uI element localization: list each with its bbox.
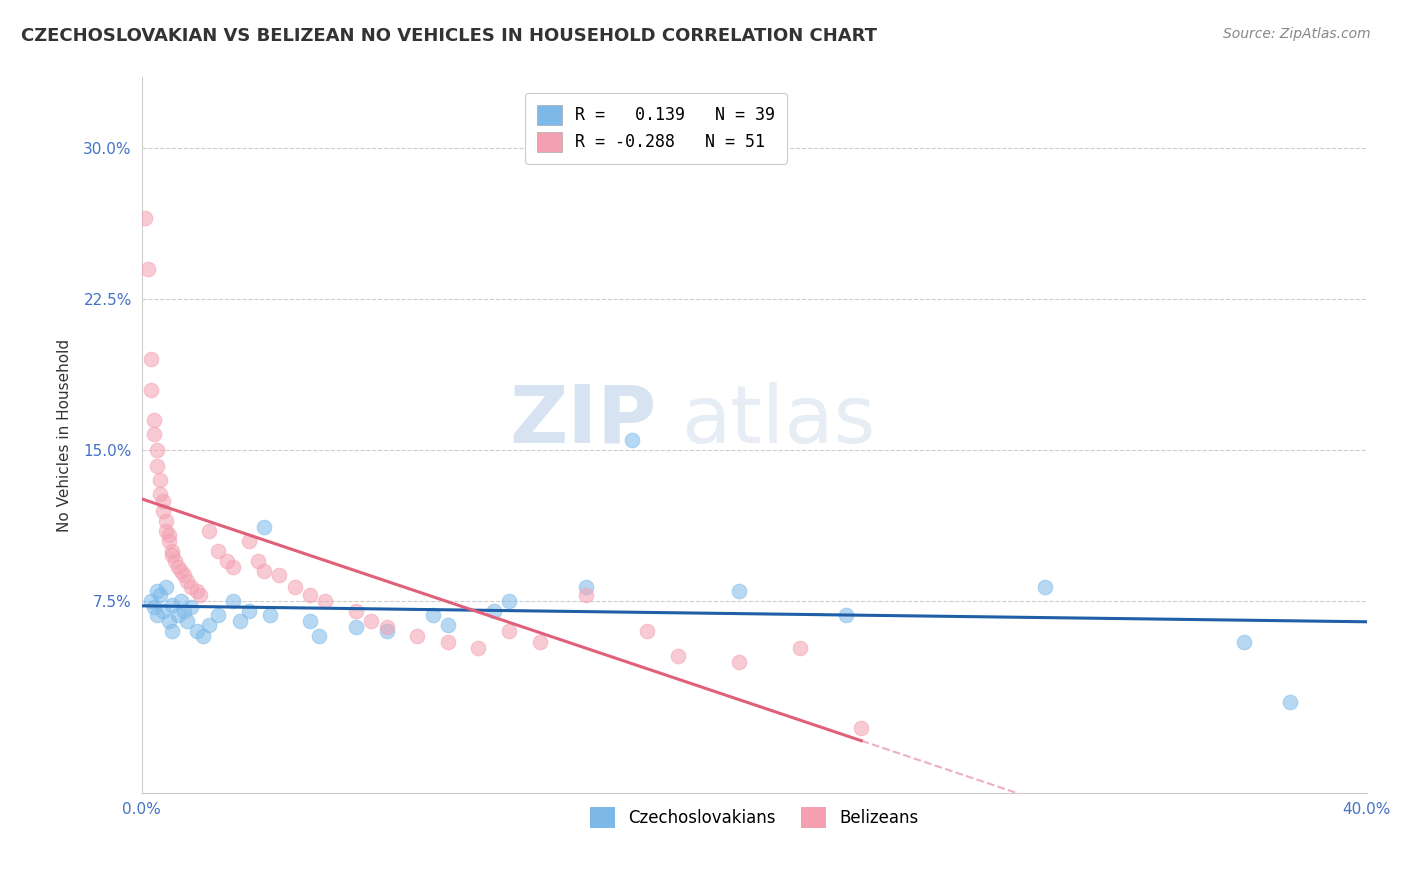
Point: [155, 580, 177, 594]
Point: [222, 594, 245, 608]
Text: Source: ZipAtlas.com: Source: ZipAtlas.com: [1223, 27, 1371, 41]
Point: [157, 615, 180, 629]
Point: [422, 608, 444, 623]
Point: [1033, 580, 1056, 594]
Point: [173, 568, 195, 582]
Point: [149, 474, 172, 488]
Point: [188, 588, 211, 602]
Point: [482, 604, 505, 618]
Point: [157, 533, 180, 548]
Point: [186, 624, 208, 639]
Point: [437, 634, 460, 648]
Point: [238, 533, 260, 548]
Point: [191, 628, 214, 642]
Point: [308, 628, 330, 642]
Point: [360, 615, 382, 629]
Point: [152, 493, 174, 508]
Point: [198, 524, 221, 538]
Point: [139, 352, 162, 367]
Point: [835, 608, 858, 623]
Point: [498, 594, 520, 608]
Point: [259, 608, 281, 623]
Point: [176, 574, 198, 588]
Point: [180, 580, 202, 594]
Point: [269, 568, 291, 582]
Point: [146, 608, 169, 623]
Point: [180, 600, 202, 615]
Point: [498, 624, 520, 639]
Point: [284, 580, 307, 594]
Point: [636, 624, 658, 639]
Y-axis label: No Vehicles in Household: No Vehicles in Household: [58, 338, 72, 532]
Point: [149, 487, 172, 501]
Point: [142, 427, 165, 442]
Point: [620, 433, 643, 447]
Point: [575, 588, 598, 602]
Point: [298, 615, 321, 629]
Point: [165, 554, 187, 568]
Point: [253, 519, 276, 533]
Point: [160, 624, 183, 639]
Text: atlas: atlas: [681, 382, 875, 459]
Point: [406, 628, 429, 642]
Point: [170, 564, 193, 578]
Point: [167, 608, 190, 623]
Point: [155, 524, 177, 538]
Point: [176, 615, 198, 629]
Point: [375, 620, 398, 634]
Text: ZIP: ZIP: [509, 382, 657, 459]
Point: [139, 383, 162, 397]
Point: [375, 624, 398, 639]
Point: [437, 618, 460, 632]
Point: [207, 608, 229, 623]
Point: [314, 594, 336, 608]
Point: [253, 564, 276, 578]
Point: [152, 604, 174, 618]
Point: [217, 554, 239, 568]
Point: [155, 514, 177, 528]
Point: [727, 655, 749, 669]
Point: [157, 528, 180, 542]
Point: [152, 503, 174, 517]
Point: [198, 618, 221, 632]
Point: [228, 615, 250, 629]
Point: [222, 560, 245, 574]
Point: [173, 604, 195, 618]
Point: [344, 620, 367, 634]
Point: [246, 554, 269, 568]
Point: [146, 459, 169, 474]
Point: [344, 604, 367, 618]
Point: [142, 600, 165, 615]
Point: [851, 721, 873, 735]
Point: [186, 584, 208, 599]
Point: [666, 648, 689, 663]
Point: [238, 604, 260, 618]
Point: [146, 584, 169, 599]
Point: [146, 443, 169, 458]
Point: [149, 588, 172, 602]
Point: [160, 599, 183, 613]
Legend: Czechoslovakians, Belizeans: Czechoslovakians, Belizeans: [583, 801, 925, 834]
Point: [160, 544, 183, 558]
Point: [467, 640, 489, 655]
Text: CZECHOSLOVAKIAN VS BELIZEAN NO VEHICLES IN HOUSEHOLD CORRELATION CHART: CZECHOSLOVAKIAN VS BELIZEAN NO VEHICLES …: [21, 27, 877, 45]
Point: [142, 413, 165, 427]
Point: [575, 580, 598, 594]
Point: [529, 634, 551, 648]
Point: [139, 594, 162, 608]
Point: [160, 548, 183, 562]
Point: [1233, 634, 1256, 648]
Point: [727, 584, 749, 599]
Point: [789, 640, 811, 655]
Point: [207, 544, 229, 558]
Point: [136, 261, 159, 276]
Point: [167, 560, 190, 574]
Point: [134, 211, 156, 226]
Point: [298, 588, 321, 602]
Point: [1279, 695, 1302, 709]
Point: [170, 594, 193, 608]
